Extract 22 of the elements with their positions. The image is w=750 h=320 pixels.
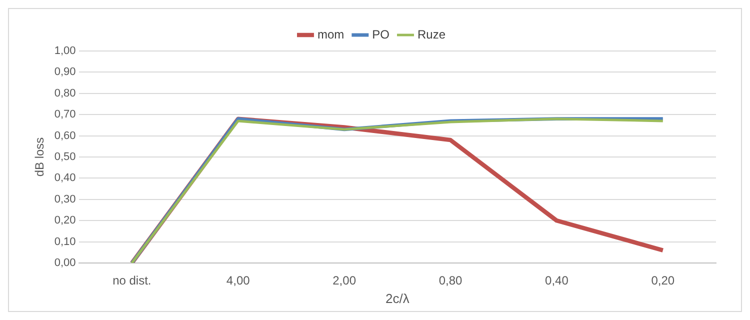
x-axis-title: 2c/λ — [385, 290, 410, 306]
x-tick-label: 0,40 — [545, 274, 569, 288]
y-tick-label: 0,20 — [54, 214, 76, 227]
y-tick-label: 0,60 — [54, 130, 76, 142]
legend-label: Ruze — [417, 27, 446, 42]
x-tick-label: 0,80 — [438, 274, 463, 288]
x-tick-label: no dist. — [112, 274, 152, 288]
y-tick-label: 0,70 — [54, 108, 76, 121]
y-axis-title: dB loss — [32, 137, 47, 177]
x-tick-label: 2,00 — [332, 274, 356, 288]
x-tick-label: 4,00 — [226, 274, 250, 288]
y-tick-label: 0,40 — [54, 172, 76, 184]
legend-label: PO — [372, 27, 390, 42]
y-tick-label: 0,10 — [54, 236, 76, 248]
x-tick-label: 0,20 — [651, 274, 675, 288]
y-tick-label: 0,90 — [54, 66, 76, 78]
y-tick-label: 0,50 — [54, 151, 76, 164]
y-tick-label: 1,00 — [54, 45, 76, 58]
y-tick-label: 0,00 — [54, 257, 76, 270]
legend-label: mom — [317, 27, 344, 42]
y-tick-label: 0,80 — [54, 87, 76, 100]
y-tick-label: 0,30 — [54, 193, 76, 206]
